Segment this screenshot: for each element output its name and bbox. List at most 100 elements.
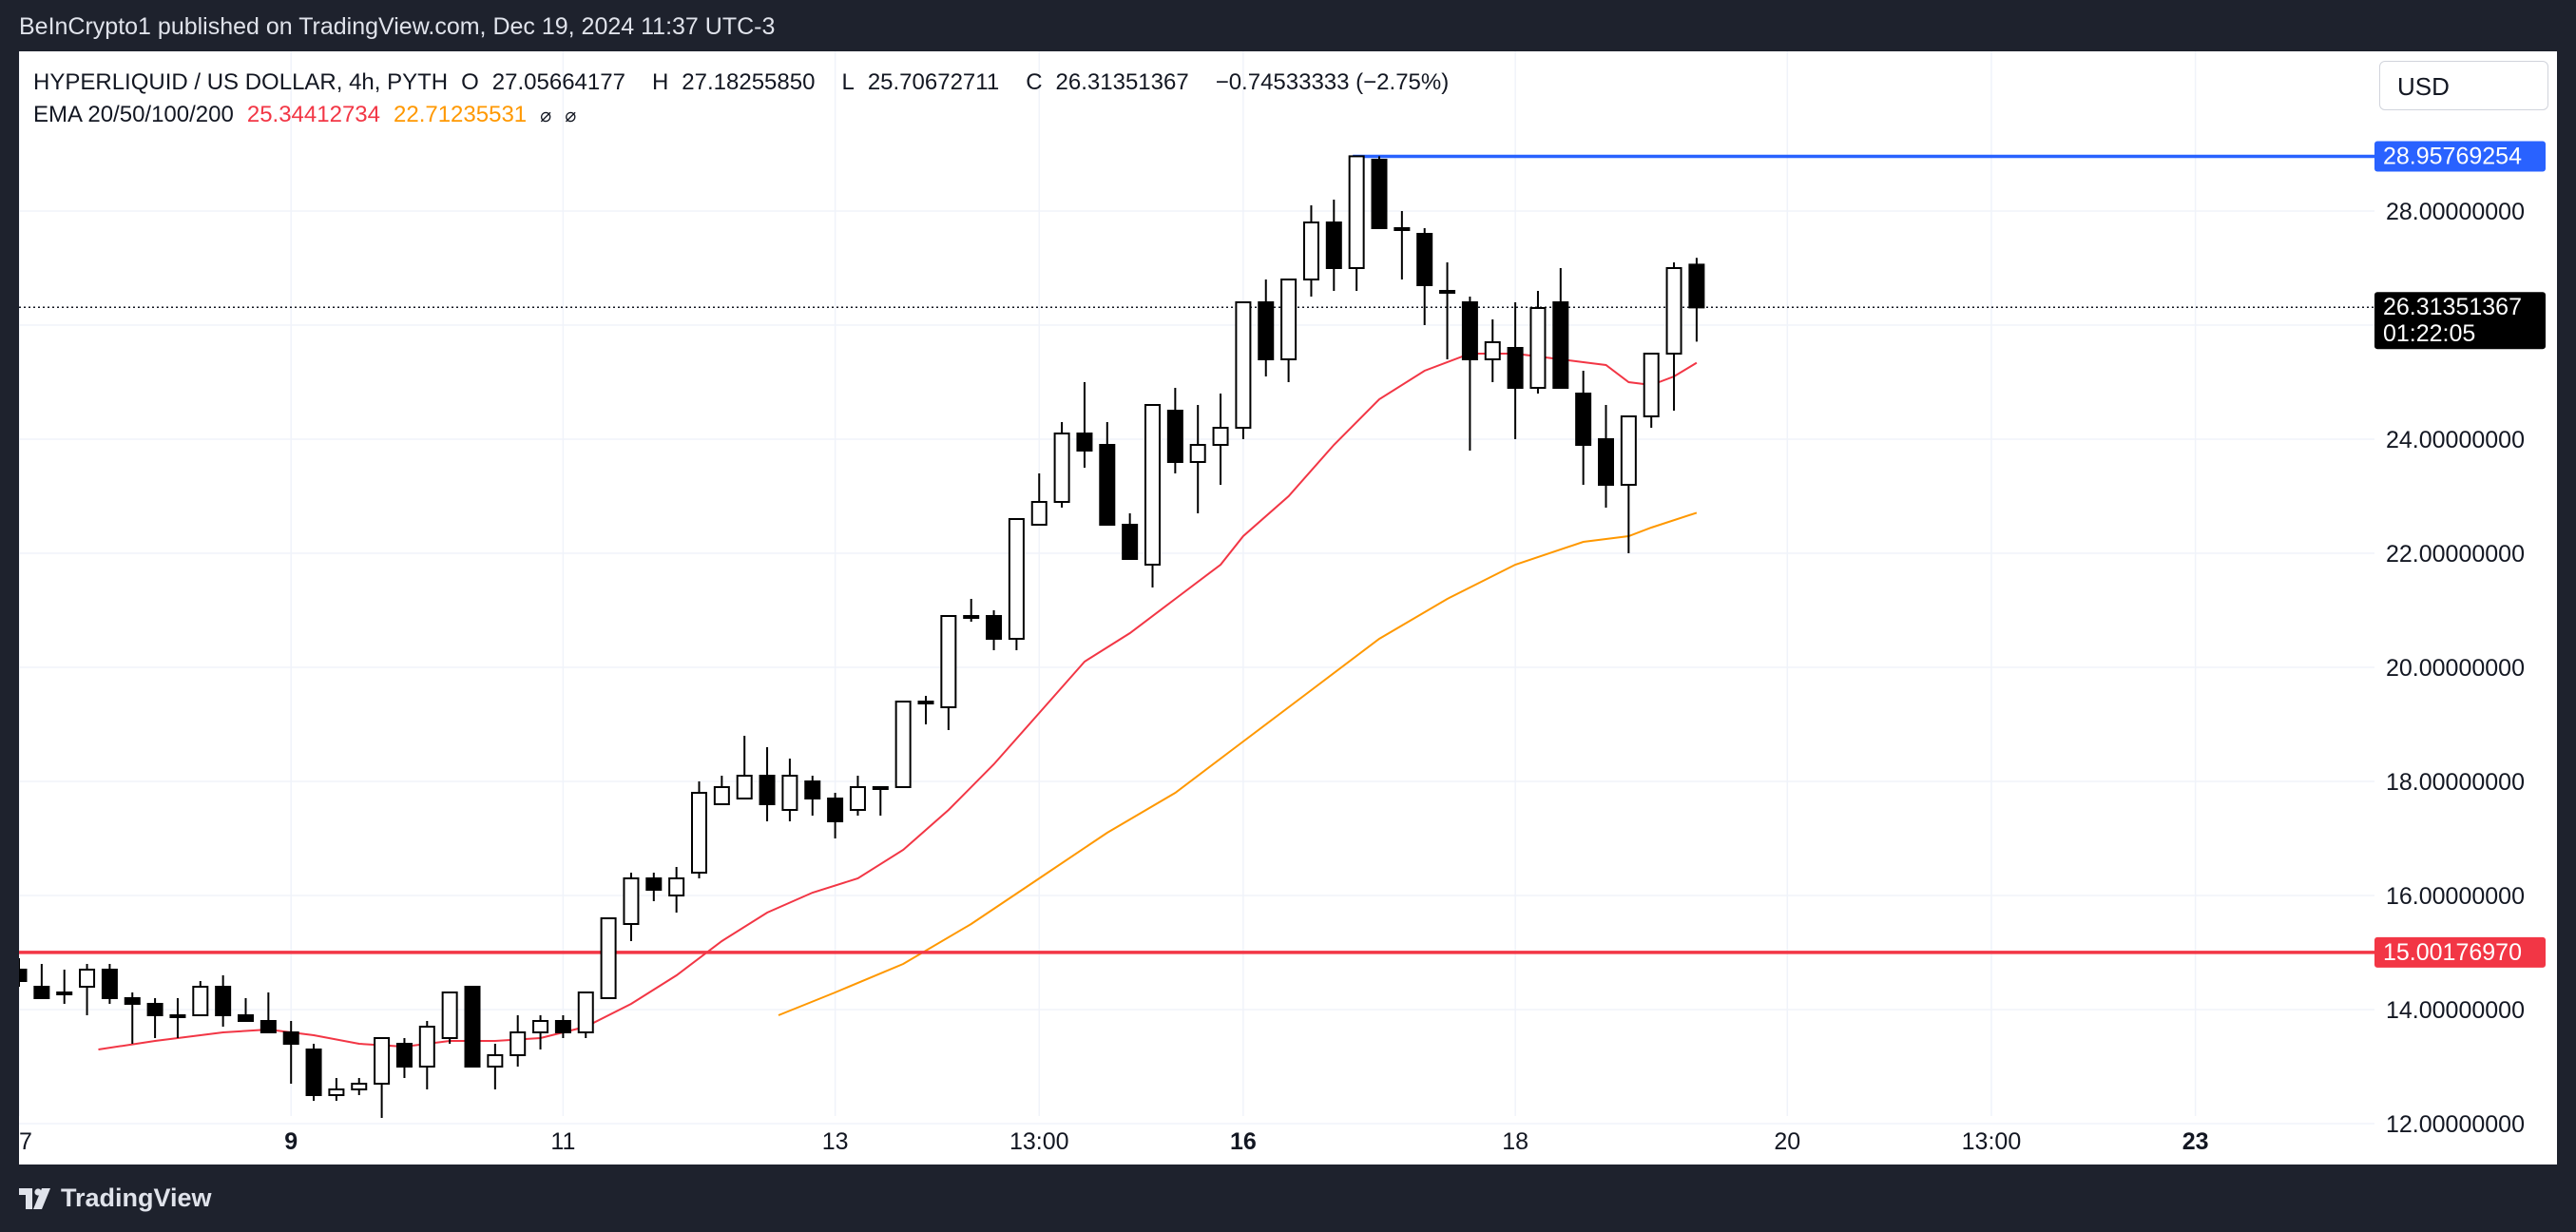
last-price-tag-text: 01:22:05 [2383, 320, 2475, 347]
candle-body-up [1529, 307, 1547, 389]
high-number: 27.18255850 [682, 69, 816, 95]
ema50-value: 22.71235531 [394, 102, 528, 127]
candle [238, 998, 254, 1022]
candle [1575, 371, 1592, 485]
candle [282, 1021, 299, 1084]
candle-body-down [645, 877, 663, 891]
candle [1552, 268, 1569, 389]
candle-body-up [1053, 433, 1070, 503]
candle-body-up [894, 701, 912, 788]
candle [759, 747, 776, 821]
candle [1166, 388, 1183, 473]
ema50-layer [778, 511, 1698, 1016]
candle-body-down [1099, 444, 1116, 526]
candle-body-down [124, 997, 141, 1005]
candle [691, 781, 707, 878]
candle [395, 1038, 413, 1078]
candle [1144, 404, 1161, 587]
change-value: −0.74533333 (−2.75%) [1215, 69, 1450, 95]
high-value: H 27.18255850 [652, 69, 829, 95]
candle-body-up [487, 1054, 504, 1068]
symbol-title[interactable]: HYPERLIQUID / US DOLLAR, 4h, PYTH [33, 69, 449, 95]
candle [1302, 205, 1319, 297]
candle [986, 610, 1003, 650]
time-tick-label: 23 [2182, 1128, 2209, 1155]
time-tick-label: 7 [19, 1128, 32, 1155]
support-price-tag-bg [2374, 936, 2546, 968]
close-number: 26.31351367 [1055, 69, 1189, 95]
candle [33, 964, 50, 999]
candle [56, 970, 73, 1004]
candle-body-down [1258, 301, 1275, 360]
tradingview-brand[interactable]: TradingView [19, 1184, 212, 1213]
time-tick-label: 11 [550, 1128, 575, 1155]
candle-body-down [759, 775, 776, 805]
candle-body-down [395, 1043, 413, 1068]
time-tick-label: 18 [1502, 1128, 1528, 1155]
chart-panel[interactable]: 12.00000000 14.00000000 16.00000000 18.0000… [19, 51, 2557, 1165]
candle [917, 696, 934, 724]
ema-label[interactable]: EMA 20/50/100/200 [33, 102, 234, 127]
candle [146, 998, 163, 1038]
support-price-tag: 15.00176970 [2374, 936, 2546, 968]
candle [101, 964, 118, 1004]
candle-body-up [509, 1031, 527, 1056]
candle [124, 992, 141, 1044]
price-tick-label: 12.00000000 [2386, 1111, 2525, 1138]
candle [963, 599, 980, 622]
candle [1008, 518, 1025, 650]
candle-body-down [260, 1020, 277, 1033]
candle [623, 873, 640, 941]
time-tick-label: 16 [1230, 1128, 1257, 1155]
tradingview-wordmark: TradingView [61, 1184, 212, 1212]
candle [1189, 405, 1206, 513]
price-tick-label: 14.00000000 [2386, 997, 2525, 1024]
candle-body-up [1484, 341, 1501, 360]
candle [1598, 405, 1614, 508]
candle-body-up [1643, 353, 1660, 417]
candle-body-up [418, 1026, 435, 1068]
candle [192, 981, 209, 1016]
price-tick-label: 28.00000000 [2386, 199, 2525, 225]
candle [1643, 353, 1660, 428]
candle-body-up [872, 786, 889, 790]
time-axis[interactable]: 7 9 11 13 13:00 16 18 20 13:00 23 [19, 1128, 2209, 1155]
candle-body-down [554, 1020, 571, 1033]
candle [260, 992, 277, 1033]
candle-body-down [238, 1014, 254, 1022]
candle [554, 1015, 571, 1038]
candle [804, 776, 821, 816]
last-price-tag-text: 26.31351367 [2383, 294, 2522, 320]
candle-body-down [804, 780, 821, 799]
price-chart[interactable]: 12.00000000 14.00000000 16.00000000 18.0000… [19, 51, 2557, 1165]
candle [872, 786, 889, 816]
candle-body-up [374, 1037, 391, 1085]
candle-body-up [79, 969, 96, 988]
candle [736, 736, 753, 799]
candle-body-up [328, 1088, 345, 1096]
candle-body-down [1371, 159, 1388, 229]
tradingview-logo-icon [19, 1187, 50, 1209]
candle-body-down [282, 1031, 299, 1045]
candle-body-up [532, 1020, 549, 1033]
candle [827, 793, 844, 838]
candle [1529, 291, 1547, 394]
candle-body-up [713, 786, 730, 805]
candle [1416, 228, 1433, 325]
ohlc-row: HYPERLIQUID / US DOLLAR, 4h, PYTH O 27.056… [33, 67, 1462, 99]
open-number: 27.05664177 [491, 69, 625, 95]
candle-body-down [305, 1049, 322, 1096]
resistance-price-tag-text: 28.95769254 [2383, 144, 2522, 170]
candle [600, 917, 617, 999]
candle [328, 1078, 345, 1101]
candle [1122, 513, 1139, 560]
candle-body-down [101, 969, 118, 999]
candle-body-down [1552, 301, 1569, 389]
candle-body-down [33, 986, 50, 999]
candle [894, 701, 912, 788]
candle [1099, 422, 1116, 526]
candle-body-up [600, 917, 617, 999]
currency-button[interactable]: USD [2379, 61, 2548, 110]
candle-body-up [668, 877, 685, 896]
close-label: C [1026, 69, 1043, 95]
